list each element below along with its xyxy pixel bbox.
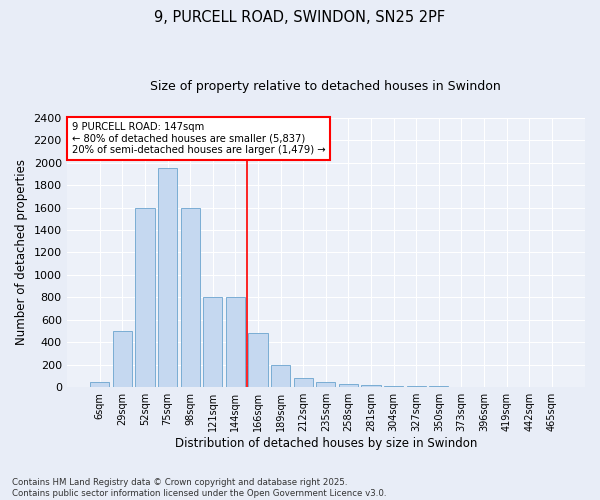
Title: Size of property relative to detached houses in Swindon: Size of property relative to detached ho… [151,80,501,93]
Bar [203,298,223,387]
Bar [136,208,155,387]
Bar [339,384,358,387]
Bar [361,385,380,387]
Bar [316,382,335,387]
Bar [226,298,245,387]
Bar [158,168,177,387]
Bar [407,386,426,387]
Bar [293,378,313,387]
Text: 9, PURCELL ROAD, SWINDON, SN25 2PF: 9, PURCELL ROAD, SWINDON, SN25 2PF [154,10,446,25]
Bar [429,386,448,387]
Y-axis label: Number of detached properties: Number of detached properties [15,160,28,346]
X-axis label: Distribution of detached houses by size in Swindon: Distribution of detached houses by size … [175,437,477,450]
Text: 9 PURCELL ROAD: 147sqm
← 80% of detached houses are smaller (5,837)
20% of semi-: 9 PURCELL ROAD: 147sqm ← 80% of detached… [72,122,325,155]
Bar [271,365,290,387]
Bar [452,386,471,387]
Bar [475,386,494,387]
Bar [181,208,200,387]
Bar [384,386,403,387]
Bar [90,382,109,387]
Bar [113,331,132,387]
Text: Contains HM Land Registry data © Crown copyright and database right 2025.
Contai: Contains HM Land Registry data © Crown c… [12,478,386,498]
Bar [248,334,268,387]
